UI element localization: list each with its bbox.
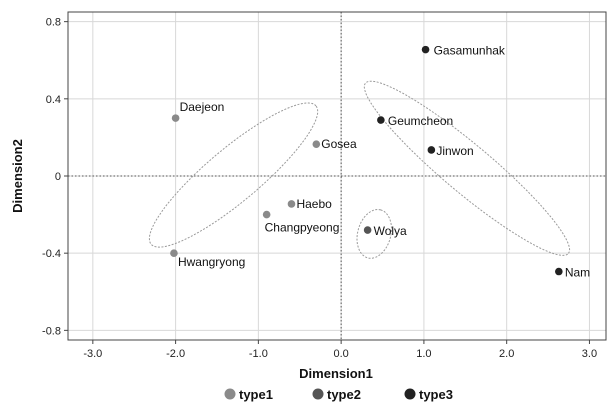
data-point-wolya [363,226,372,234]
point-label-nam: Nam [565,266,590,280]
data-point-changpyeong [262,210,271,219]
point-label-gasamunhak: Gasamunhak [434,44,506,58]
legend: type1 type2 type3 [224,387,453,402]
y-tick-label: 0.8 [46,17,61,29]
x-tick-label: 0.0 [333,348,348,360]
point-label-hwangryong: Hwangryong [178,255,245,269]
legend-label-type3: type3 [419,387,453,402]
point-label-geumcheon: Geumcheon [388,114,453,128]
x-tick-label: -3.0 [83,348,102,360]
cluster-ellipse [148,102,319,248]
legend-marker-type1 [224,388,236,400]
x-tick-label: 1.0 [416,348,431,360]
cluster-ellipses [148,80,571,259]
y-axis-title: Dimension2 [10,139,25,213]
reference-lines [68,12,606,340]
data-point-gosea [312,140,321,148]
x-tick-label: -1.0 [249,348,268,360]
legend-label-type1: type1 [239,387,273,402]
axis-ticks: -3.0 -2.0 -1.0 0.0 1.0 2.0 3.0 0.8 0.4 0 -0.4 -0.8 [42,17,597,360]
point-label-gosea: Gosea [321,137,357,151]
legend-label-type2: type2 [327,387,361,402]
data-point-daejeon [171,114,180,122]
point-labels: Daejeon Gosea Haebo Changpyeong Hwangryong Wo… [178,44,590,280]
cluster-ellipse [363,80,571,256]
y-tick-label: -0.4 [42,248,61,260]
y-tick-label: 0 [55,171,61,183]
data-point-gasamunhak [421,45,430,54]
x-tick-label: 3.0 [582,348,597,360]
data-point-haebo [287,200,296,208]
data-point-nam [555,267,563,276]
x-tick-label: -2.0 [166,348,185,360]
point-label-jinwon: Jinwon [436,144,473,158]
point-label-wolya: Wolya [374,224,407,238]
point-label-changpyeong: Changpyeong [265,221,340,235]
data-points [170,45,563,276]
data-point-jinwon [427,146,436,154]
data-point-hwangryong [170,249,178,257]
point-label-daejeon: Daejeon [180,100,225,114]
x-tick-label: 2.0 [499,348,514,360]
y-tick-label: -0.8 [42,325,61,337]
x-axis-title: Dimension1 [299,366,373,381]
legend-marker-type2 [312,388,324,400]
point-label-haebo: Haebo [296,197,332,211]
data-point-geumcheon [377,116,385,124]
legend-marker-type3 [404,388,416,400]
y-tick-label: 0.4 [46,94,61,106]
